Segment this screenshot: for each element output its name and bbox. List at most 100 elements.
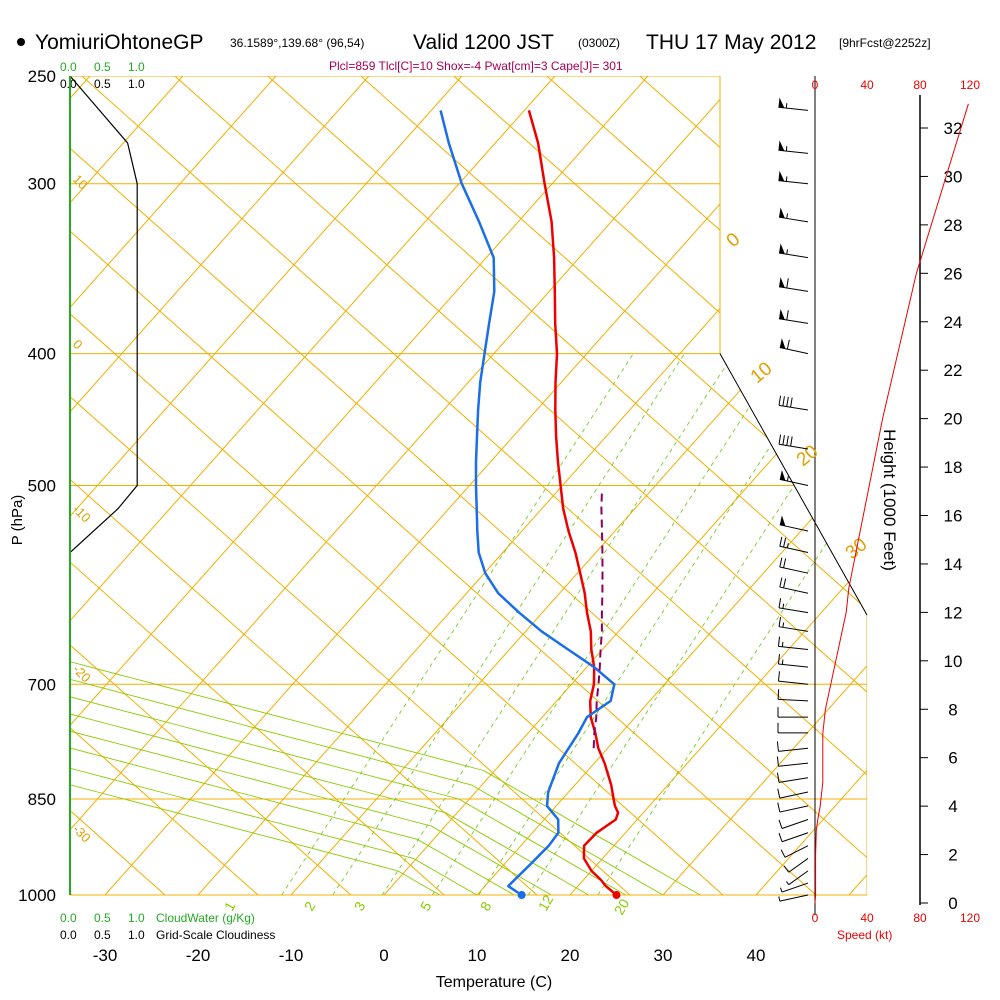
wind-barb-shaft	[778, 286, 809, 292]
cloudiness-profile	[70, 76, 138, 594]
wind-barb	[778, 598, 809, 614]
wind-barb-shaft	[778, 777, 809, 783]
wind-speed-profile	[814, 103, 969, 904]
wind-barb-feather	[776, 756, 779, 767]
height-tick-label: 18	[944, 458, 963, 477]
wind-barb-half-feather	[778, 896, 781, 902]
mixing-ratio-line	[597, 479, 867, 896]
wind-barb	[777, 671, 809, 685]
pressure-tick-label: 1000	[18, 886, 56, 905]
surface-dewpoint-dot	[517, 891, 526, 899]
wind-barb-flag	[779, 338, 786, 349]
wind-barb-feather	[780, 849, 786, 858]
wind-barb-feather	[786, 278, 789, 289]
speed-top-tick-2: 80	[913, 78, 927, 92]
wind-barb-shaft	[779, 791, 809, 799]
wind-barb-shaft	[778, 443, 809, 450]
wind-barb-shaft	[778, 680, 809, 685]
wind-barb-feather	[786, 339, 790, 350]
wind-barb-feather	[783, 558, 787, 568]
wind-barb-feather	[782, 435, 785, 445]
height-axis-title: Height (1000 Feet)	[880, 429, 899, 571]
wind-barb	[779, 515, 809, 532]
cloudwater-bottom-tick-2: 1.0	[128, 911, 145, 925]
wind-barb-shaft	[778, 698, 809, 702]
speed-axis-title: Speed (kt)	[837, 928, 892, 942]
left-isotherm-label: -20	[70, 662, 94, 686]
wind-barb	[783, 858, 809, 873]
left-isotherm-label: -30	[70, 822, 94, 846]
mixing-ratio-line	[431, 353, 785, 896]
wind-barb	[777, 707, 808, 718]
speed-top-tick-0: 0	[812, 78, 819, 92]
wind-barb	[776, 756, 809, 767]
wind-barb-flag	[778, 97, 785, 108]
wind-barb	[778, 277, 809, 292]
speed-bottom-tick-3: 120	[960, 911, 980, 925]
valid-utc: (0300Z)	[578, 36, 620, 50]
wind-barb-half-feather	[786, 881, 790, 885]
mixing-ratio-label: 2	[301, 899, 319, 914]
wind-barb	[778, 97, 809, 111]
moist-adiabat	[70, 767, 478, 896]
wind-barb-half-feather	[786, 213, 789, 219]
wind-barb-half-feather	[786, 476, 789, 482]
wind-barb-feather	[783, 537, 787, 548]
adiabat-line	[546, 76, 867, 362]
wind-barb-shaft	[779, 566, 809, 574]
pressure-tick-label: 250	[28, 67, 56, 86]
height-tick-label: 8	[948, 700, 957, 719]
mixing-ratio-label: 20	[611, 896, 633, 918]
left-isotherm-label: 0	[70, 337, 86, 353]
wind-barb-feather	[776, 772, 780, 783]
wind-barb-flag	[779, 469, 786, 481]
grid-layer	[70, 76, 867, 896]
temperature-tick-label: 40	[747, 946, 766, 965]
wind-barb-flag	[778, 140, 785, 151]
wind-barb-half-feather	[785, 103, 788, 109]
wind-barb	[777, 802, 809, 813]
wind-barb-shaft	[784, 845, 809, 858]
wind-barb-feather	[790, 397, 793, 408]
temperature-tick-label: -20	[186, 946, 211, 965]
wind-barb-half-feather	[785, 176, 788, 182]
wind-barb	[778, 819, 809, 829]
moist-adiabat	[70, 784, 441, 896]
wind-barb-feather	[777, 802, 781, 813]
temperature-tick-label: -10	[279, 946, 304, 965]
wind-barb-half-feather	[781, 659, 784, 665]
speed-top-tick-3: 120	[960, 78, 980, 92]
left-isotherm-label: 10	[70, 172, 91, 193]
height-tick-label: 12	[944, 603, 963, 622]
cloudiness-bottom-tick-2: 1.0	[128, 928, 145, 942]
pressure-tick-label: 700	[28, 675, 56, 694]
height-tick-label: 24	[944, 313, 963, 332]
wind-barb-feather	[778, 819, 783, 829]
wind-barb-shaft	[778, 106, 809, 111]
wind-barb-feather	[778, 616, 782, 627]
wind-barb-flag	[779, 207, 785, 219]
wind-barb-feather	[782, 396, 785, 407]
height-tick-label: 30	[944, 167, 963, 186]
isotherm-line	[848, 874, 867, 896]
wind-barb-feather	[776, 741, 779, 752]
moist-adiabat	[70, 730, 552, 896]
wind-barb-feather	[778, 434, 782, 445]
wind-barb-shaft	[778, 149, 809, 154]
wind-barb-shaft	[781, 819, 809, 829]
wind-barb	[776, 741, 809, 752]
speed-bottom-tick-1: 40	[860, 911, 874, 925]
wind-barb-shaft	[781, 882, 809, 893]
wind-barb-shaft	[779, 805, 809, 813]
forecast-label: [9hrFcst@2252z]	[839, 36, 931, 50]
wind-barb	[779, 557, 809, 574]
wind-barb-shaft	[779, 545, 809, 553]
cloudwater-top-tick-0: 0.0	[60, 60, 77, 74]
plot-frame	[70, 76, 867, 896]
wind-barb-feather	[778, 832, 783, 842]
wind-barb	[778, 395, 809, 411]
cloudiness-top-tick-2: 1.0	[128, 77, 145, 91]
wind-barb-half-feather	[786, 543, 789, 549]
wind-barb-flag	[779, 277, 785, 288]
